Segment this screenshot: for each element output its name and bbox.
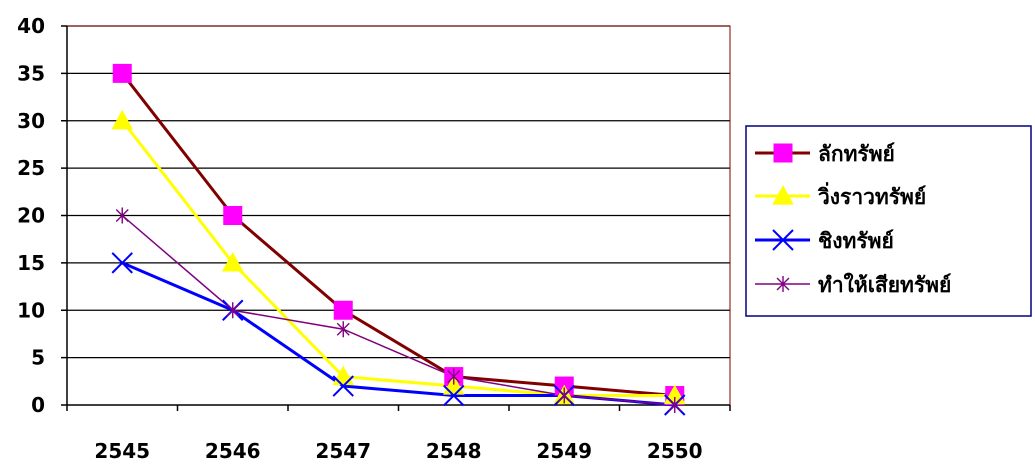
data-point — [333, 300, 353, 320]
data-point — [772, 229, 794, 251]
data-point — [223, 206, 243, 225]
series-line-2 — [121, 261, 675, 407]
y-tick-label: 30 — [17, 109, 45, 133]
data-point — [112, 63, 132, 83]
data-point — [111, 252, 133, 274]
data-point — [557, 387, 571, 404]
legend: ลักทรัพย์วิ่งราวทรัพย์ชิงทรัพย์ทำให้เสีย… — [745, 125, 1032, 317]
data-point — [773, 143, 793, 163]
y-tick-label: 0 — [31, 393, 45, 417]
x-tick-labels: 2545 2546 2547 2548 2549 2550 — [94, 439, 702, 463]
x-tick-label: 2550 — [647, 439, 703, 463]
grid-lines — [67, 25, 730, 359]
data-point — [336, 321, 350, 338]
data-point — [111, 109, 133, 130]
legend-label: ชิงทรัพย์ — [818, 229, 894, 253]
x-tick-label: 2549 — [536, 439, 592, 463]
legend-entry-2: ชิงทรัพย์ — [755, 229, 894, 253]
y-tick-label: 25 — [17, 156, 45, 180]
x-tick-label: 2546 — [205, 439, 261, 463]
legend-label: ลักทรัพย์ — [818, 142, 895, 166]
series-lines — [121, 72, 675, 407]
data-point — [115, 207, 129, 224]
y-tick-labels: 0 5 10 15 20 25 30 35 40 — [17, 14, 45, 417]
axes — [61, 25, 731, 411]
data-point — [222, 251, 244, 272]
data-point — [226, 302, 240, 319]
y-tick-label: 35 — [17, 61, 45, 85]
x-tick-label: 2545 — [94, 439, 150, 463]
legend-entry-1: วิ่งราวทรัพย์ — [755, 181, 926, 209]
legend-label: วิ่งราวทรัพย์ — [817, 181, 926, 209]
y-tick-label: 40 — [17, 14, 45, 38]
series-line-3 — [121, 214, 675, 406]
data-point — [668, 397, 682, 413]
y-tick-label: 5 — [31, 346, 45, 370]
y-tick-label: 20 — [17, 204, 45, 228]
y-tick-label: 10 — [17, 298, 45, 322]
data-point — [443, 384, 465, 407]
data-point — [776, 276, 790, 292]
data-point — [772, 185, 794, 205]
series-markers-3 — [115, 207, 682, 413]
series-line-0 — [121, 72, 675, 398]
data-point — [447, 368, 461, 385]
x-tick-label: 2548 — [426, 439, 482, 463]
legend-entry-3: ทำให้เสียทรัพย์ — [755, 272, 951, 297]
data-point — [332, 375, 354, 397]
x-tick-label: 2547 — [315, 439, 371, 463]
legend-label: ทำให้เสียทรัพย์ — [818, 272, 951, 297]
series-markers — [111, 63, 686, 416]
series-line-1 — [121, 119, 675, 398]
y-tick-label: 15 — [17, 251, 45, 275]
series-markers-1 — [111, 109, 686, 405]
legend-entry-0: ลักทรัพย์ — [755, 142, 895, 166]
